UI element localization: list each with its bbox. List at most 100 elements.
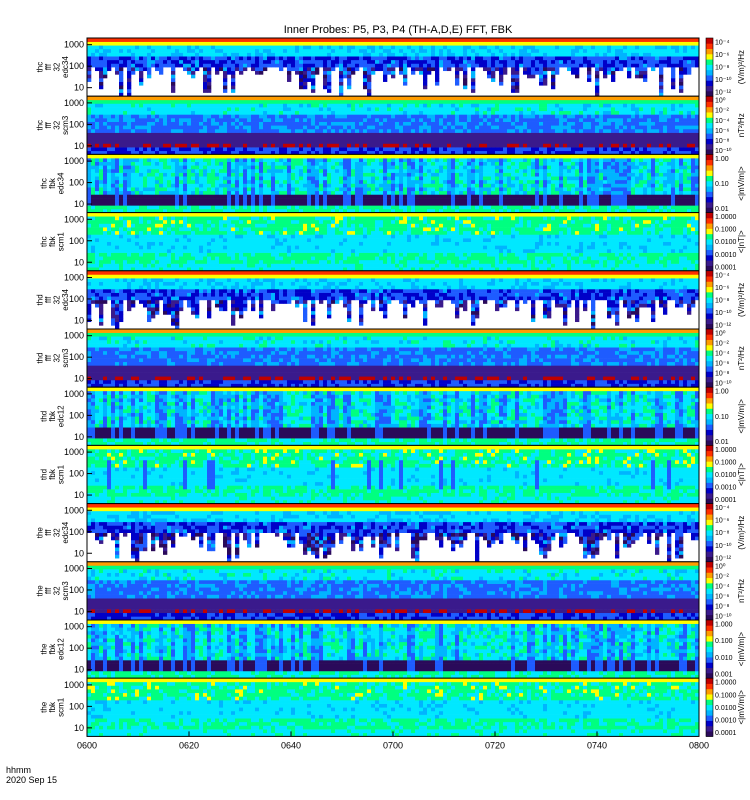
- spectrogram-cell: [347, 45, 352, 50]
- spectrogram-cell: [99, 132, 104, 137]
- spectrogram-cell: [403, 81, 408, 86]
- spectrogram-cell: [407, 139, 412, 144]
- spectrogram-cell: [643, 136, 648, 141]
- spectrogram-cell: [295, 63, 300, 68]
- spectrogram-cell: [543, 52, 548, 57]
- spectrogram-cell: [303, 150, 308, 155]
- spectrogram-cell: [207, 99, 212, 104]
- spectrogram-cell: [215, 190, 220, 195]
- spectrogram-cell: [695, 150, 700, 155]
- spectrogram-cell: [611, 74, 616, 79]
- spectrogram-cell: [279, 165, 284, 170]
- colorbar-tick-label: 10⁻²: [715, 108, 729, 115]
- spectrogram-cell: [427, 59, 432, 64]
- spectrogram-cell: [663, 99, 668, 104]
- spectrogram-cell: [167, 136, 172, 141]
- spectrogram-cell: [491, 78, 496, 82]
- spectrogram-cell: [507, 121, 512, 126]
- spectrogram-cell: [323, 114, 328, 119]
- spectrogram-cell: [503, 41, 508, 46]
- spectrogram-cell: [215, 114, 220, 119]
- spectrogram-cell: [295, 67, 300, 72]
- spectrogram-cell: [335, 99, 340, 104]
- spectrogram-cell: [579, 45, 584, 50]
- spectrogram-cell: [159, 168, 164, 173]
- spectrogram-cell: [319, 52, 324, 57]
- spectrogram-cell: [223, 85, 228, 90]
- spectrogram-cell: [379, 150, 384, 155]
- spectrogram-cell: [115, 41, 120, 46]
- spectrogram-cell: [507, 143, 512, 148]
- spectrogram-cell: [539, 78, 544, 82]
- spectrogram-cell: [267, 52, 272, 57]
- spectrogram-cell: [275, 103, 280, 108]
- spectrogram-cell: [519, 121, 524, 126]
- spectrogram-cell: [155, 48, 160, 53]
- spectrogram-cell: [91, 56, 96, 61]
- spectrogram-cell: [259, 179, 264, 184]
- spectrogram-cell: [535, 107, 540, 112]
- spectrogram-cell: [291, 96, 296, 101]
- spectrogram-cell: [135, 161, 140, 166]
- spectrogram-cell: [415, 147, 420, 152]
- spectrogram-cell: [435, 78, 440, 82]
- spectrogram-cell: [139, 201, 144, 206]
- spectrogram-cell: [167, 59, 172, 64]
- spectrogram-cell: [651, 38, 656, 42]
- spectrogram-cell: [295, 96, 300, 101]
- spectrogram-cell: [295, 121, 300, 126]
- spectrogram-cell: [691, 125, 696, 130]
- spectrogram-cell: [155, 139, 160, 144]
- spectrogram-cell: [295, 136, 300, 141]
- spectrogram-cell: [167, 52, 172, 57]
- spectrogram-cell: [287, 121, 292, 126]
- spectrogram-cell: [95, 67, 100, 72]
- spectrogram-cell: [299, 187, 304, 192]
- spectrogram-cell: [199, 110, 204, 115]
- spectrogram-cell: [511, 103, 516, 108]
- spectrogram-cell: [267, 165, 272, 170]
- spectrogram-cell: [627, 41, 632, 46]
- spectrogram-cell: [639, 67, 644, 72]
- spectrogram-cell: [515, 132, 520, 137]
- spectrogram-cell: [139, 59, 144, 64]
- spectrogram-cell: [523, 48, 528, 53]
- spectrogram-cell: [431, 96, 436, 101]
- spectrogram-cell: [467, 41, 472, 46]
- spectrogram-cell: [631, 103, 636, 108]
- spectrogram-cell: [227, 136, 232, 141]
- spectrogram-cell: [547, 121, 552, 126]
- spectrogram-cell: [283, 107, 288, 112]
- spectrogram-cell: [499, 81, 504, 86]
- spectrogram-cell: [255, 161, 260, 166]
- spectrogram-cell: [107, 132, 112, 137]
- spectrogram-cell: [195, 205, 200, 210]
- spectrogram-cell: [539, 70, 544, 75]
- spectrogram-cell: [347, 56, 352, 61]
- spectrogram-cell: [375, 128, 380, 133]
- spectrogram-cell: [327, 110, 332, 115]
- spectrogram-cell: [183, 96, 188, 101]
- spectrogram-cell: [235, 114, 240, 119]
- spectrogram-cell: [235, 208, 240, 213]
- spectrogram-cell: [471, 110, 476, 115]
- spectrogram-cell: [483, 118, 488, 122]
- spectrogram-cell: [211, 205, 216, 210]
- spectrogram-cell: [299, 198, 304, 202]
- spectrogram-cell: [675, 41, 680, 46]
- spectrogram-cell: [427, 121, 432, 126]
- spectrogram-cell: [659, 121, 664, 126]
- spectrogram-cell: [523, 103, 528, 108]
- spectrogram-cell: [135, 132, 140, 137]
- spectrogram-cell: [227, 125, 232, 130]
- spectrogram-cell: [107, 48, 112, 53]
- spectrogram-cell: [227, 154, 232, 159]
- spectrogram-cell: [259, 110, 264, 115]
- spectrogram-cell: [267, 136, 272, 141]
- spectrogram-cell: [363, 150, 368, 155]
- spectrogram-cell: [579, 63, 584, 68]
- spectrogram-cell: [307, 187, 312, 192]
- spectrogram-cell: [151, 139, 156, 144]
- spectrogram-cell: [679, 45, 684, 50]
- spectrogram-cell: [307, 121, 312, 126]
